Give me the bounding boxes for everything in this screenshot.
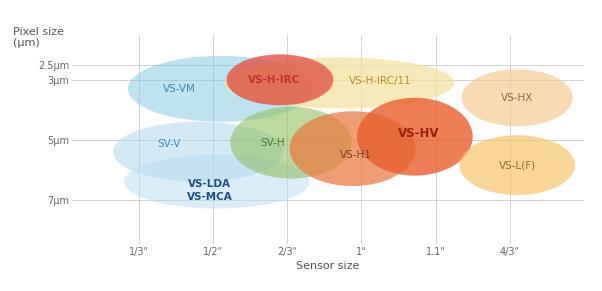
- Text: VS-HX: VS-HX: [501, 93, 533, 103]
- Text: SV-V: SV-V: [157, 139, 181, 149]
- Ellipse shape: [226, 54, 334, 105]
- Ellipse shape: [225, 57, 454, 108]
- Text: SV-H: SV-H: [260, 138, 285, 148]
- X-axis label: Sensor size: Sensor size: [296, 261, 360, 272]
- Text: VS-H-IRC: VS-H-IRC: [248, 75, 300, 85]
- Ellipse shape: [128, 56, 313, 122]
- Text: VS-HV: VS-HV: [398, 127, 439, 140]
- Ellipse shape: [357, 98, 473, 175]
- Ellipse shape: [290, 111, 415, 186]
- Text: VS-H1: VS-H1: [340, 150, 372, 160]
- Text: VS-L(F): VS-L(F): [498, 160, 536, 170]
- Ellipse shape: [124, 155, 309, 209]
- Ellipse shape: [230, 107, 352, 179]
- Text: VS-VM: VS-VM: [163, 84, 196, 94]
- Ellipse shape: [462, 69, 573, 126]
- Text: VS-H-IRC/11: VS-H-IRC/11: [349, 76, 411, 86]
- Y-axis label: Pixel size
(μm): Pixel size (μm): [13, 26, 64, 48]
- Text: VS-LDA
VS-MCA: VS-LDA VS-MCA: [187, 179, 232, 202]
- Ellipse shape: [113, 122, 284, 182]
- Ellipse shape: [459, 135, 575, 195]
